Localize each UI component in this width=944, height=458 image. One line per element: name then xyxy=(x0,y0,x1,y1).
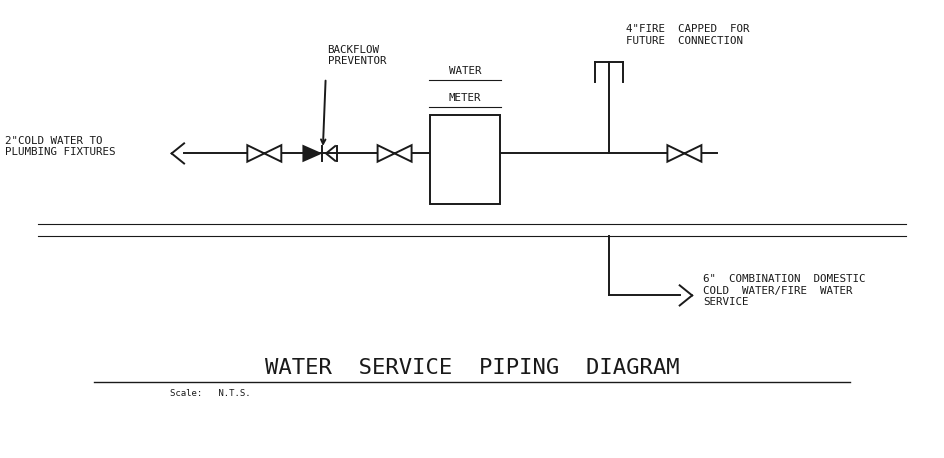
Polygon shape xyxy=(247,145,264,162)
Text: WATER  SERVICE  PIPING  DIAGRAM: WATER SERVICE PIPING DIAGRAM xyxy=(264,358,680,378)
Text: 2"COLD WATER TO
PLUMBING FIXTURES: 2"COLD WATER TO PLUMBING FIXTURES xyxy=(5,136,115,158)
Polygon shape xyxy=(667,145,684,162)
Text: 4"FIRE  CAPPED  FOR
FUTURE  CONNECTION: 4"FIRE CAPPED FOR FUTURE CONNECTION xyxy=(626,24,750,46)
Bar xyxy=(430,114,500,204)
Polygon shape xyxy=(303,146,320,161)
Text: METER: METER xyxy=(448,93,481,103)
Polygon shape xyxy=(378,145,395,162)
Text: Scale:   N.T.S.: Scale: N.T.S. xyxy=(170,389,250,398)
Polygon shape xyxy=(395,145,412,162)
Text: WATER: WATER xyxy=(448,66,481,76)
Polygon shape xyxy=(684,145,701,162)
Text: 6"  COMBINATION  DOMESTIC
COLD  WATER/FIRE  WATER
SERVICE: 6" COMBINATION DOMESTIC COLD WATER/FIRE … xyxy=(703,274,866,307)
Text: BACKFLOW
PREVENTOR: BACKFLOW PREVENTOR xyxy=(328,45,386,66)
Polygon shape xyxy=(264,145,281,162)
